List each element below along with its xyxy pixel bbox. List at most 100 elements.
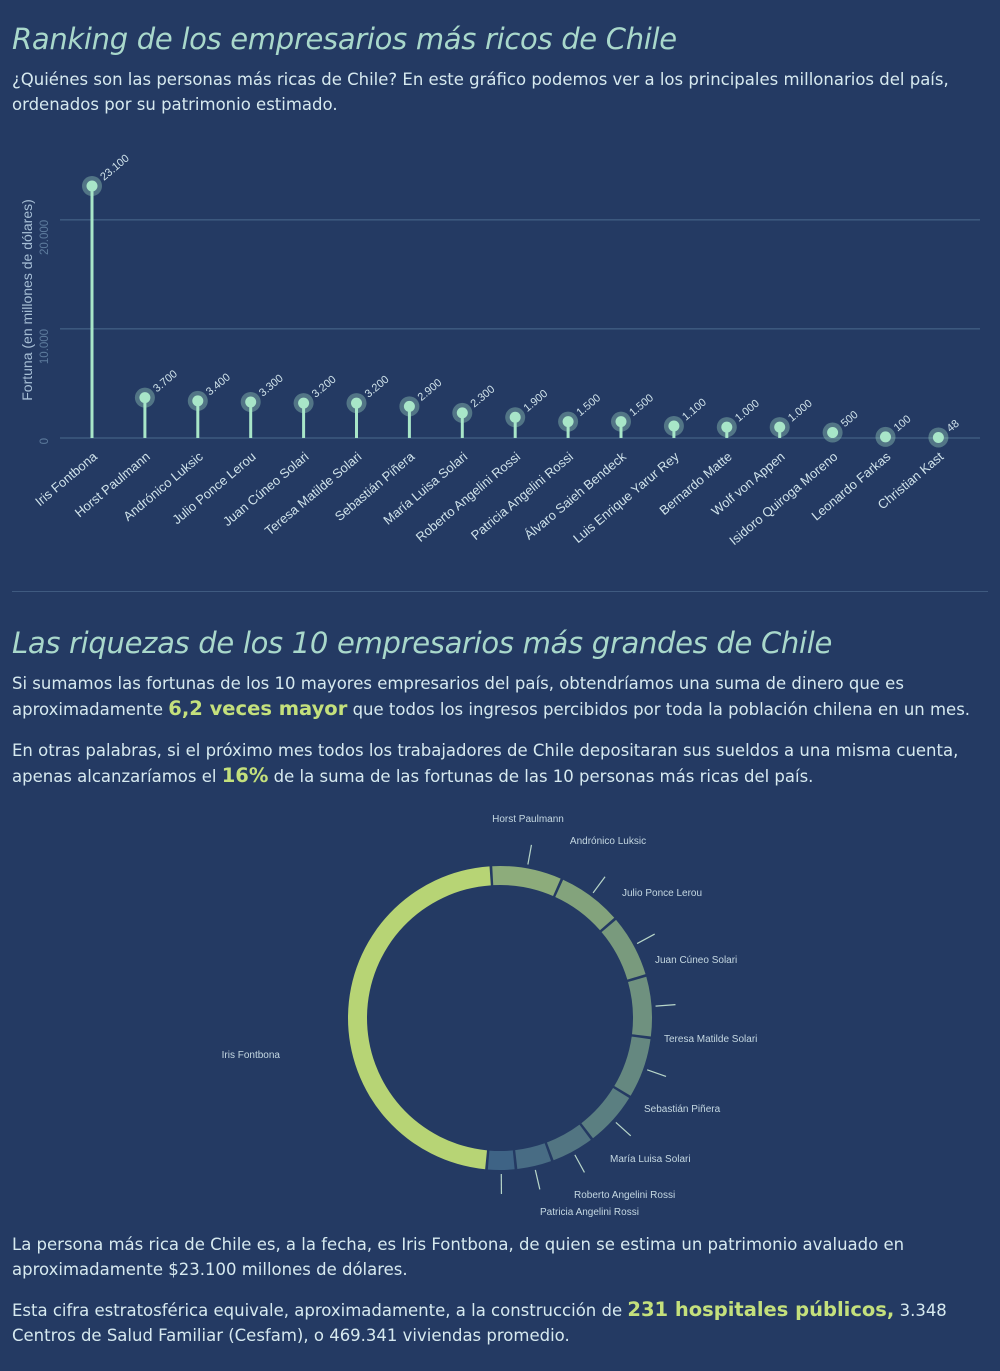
p4-text-before: Esta cifra estratosférica equivale, apro… [12, 1301, 628, 1320]
donut-slice[interactable]: Horst Paulmann [492, 814, 564, 897]
y-tick-label: 0 [39, 438, 51, 444]
p1-highlight: 6,2 veces mayor [168, 696, 348, 720]
donut-slice-arc [614, 1036, 651, 1096]
y-tick-label: 10.000 [39, 329, 51, 364]
donut-slice[interactable]: Roberto Angelini Rossi [515, 1143, 675, 1201]
section-divider [12, 591, 988, 592]
ranking-description: ¿Quiénes son las personas más ricas de C… [12, 70, 949, 114]
donut-leader-line [646, 1069, 667, 1077]
value-label: 2.300 [469, 383, 498, 410]
donut-slice[interactable]: María Luisa Solari [546, 1124, 691, 1173]
value-label: 3.700 [151, 368, 180, 395]
y-tick-label: 20.000 [39, 220, 51, 255]
lollipop-dot [403, 400, 415, 412]
donut-slice-arc [628, 976, 652, 1037]
donut-leader-line [534, 1169, 541, 1190]
riquezas-paragraph-4: Esta cifra estratosférica equivale, apro… [12, 1298, 982, 1348]
category-label: Patricia Angelini Rossi [468, 449, 576, 543]
riquezas-paragraph-1: Si sumamos las fortunas de los 10 mayore… [12, 672, 982, 722]
p1-text-after: que todos los ingresos percibidos por to… [347, 699, 971, 719]
donut-slice[interactable]: Sebastián Piñera [581, 1088, 721, 1139]
value-label: 48 [945, 418, 962, 435]
lollipop-dot [351, 397, 362, 409]
value-label: 1.500 [574, 392, 603, 419]
value-label: 500 [839, 409, 861, 430]
riquezas-paragraph-2: En otras palabras, si el próximo mes tod… [12, 739, 982, 789]
p1-text-before: Si sumamos las fortunas de los 10 mayore… [12, 674, 904, 719]
donut-slice[interactable]: Julio Ponce Lerou [601, 888, 703, 980]
value-label: 1.500 [627, 392, 656, 419]
p4-highlight: 231 hospitales públicos, [627, 1298, 895, 1321]
ranking-title: Ranking de los empresarios más ricos de … [12, 22, 677, 56]
donut-label: Julio Ponce Lerou [622, 888, 702, 899]
donut-label: Roberto Angelini Rossi [574, 1190, 675, 1201]
donut-slice[interactable]: Juan Cúneo Solari [628, 955, 737, 1037]
value-label: 3.400 [204, 371, 233, 398]
donut-slice-arc [546, 1124, 591, 1161]
lollipop-dot [192, 395, 204, 407]
lollipop-dot [298, 397, 310, 409]
lollipop-item[interactable]: 3.200 Teresa Matilde Solari [262, 373, 392, 538]
donut-leader-line [655, 1004, 676, 1007]
lollipop-dot [880, 431, 891, 443]
lollipop-dot [86, 180, 98, 192]
value-label: 1.900 [521, 388, 550, 415]
lollipop-dot [827, 427, 839, 439]
donut-leader-line [615, 1121, 632, 1137]
value-label: 3.300 [257, 372, 286, 399]
donut-label: Teresa Matilde Solari [664, 1034, 757, 1045]
donut-label: Iris Fontbona [222, 1050, 281, 1061]
value-label: 1.000 [733, 397, 762, 424]
donut-slice[interactable]: Andrónico Luksic [555, 836, 646, 931]
lollipop-chart: 0 10.000 20.000 Fortuna (en millones de dól… [19, 152, 980, 548]
lollipop-dot [139, 392, 151, 404]
lollipop-dot [721, 421, 733, 433]
riquezas-title: Las riquezas de los 10 empresarios más g… [12, 626, 833, 660]
p4-text-after: 3.348 Centros de Salud Familiar (Cesfam)… [12, 1301, 947, 1345]
lollipop-item[interactable]: 1.100 Luis Enrique Yarur Rey [570, 396, 709, 546]
donut-leader-line [527, 844, 533, 865]
value-label: 100 [892, 413, 914, 434]
donut-label: Patricia Angelini Rossi [540, 1207, 639, 1218]
lollipop-dot [456, 407, 468, 419]
value-label: 2.900 [416, 377, 445, 404]
donut-slice[interactable]: Teresa Matilde Solari [614, 1034, 757, 1096]
donut-label: Horst Paulmann [492, 814, 564, 825]
lollipop-dot [615, 416, 627, 428]
lollipop-dot [562, 416, 574, 428]
value-label: 3.200 [363, 373, 392, 400]
donut-label: Juan Cúneo Solari [655, 955, 737, 966]
category-label: Luis Enrique Yarur Rey [570, 448, 682, 545]
donut-label: Sebastián Piñera [644, 1104, 721, 1115]
value-label: 1.100 [680, 396, 709, 423]
y-axis-title: Fortuna (en millones de dólares) [19, 199, 35, 401]
donut-label: Andrónico Luksic [570, 836, 646, 847]
donut-label: María Luisa Solari [610, 1154, 691, 1165]
donut-leader-line [636, 933, 655, 945]
donut-slice-arc [555, 879, 615, 931]
donut-slice[interactable]: Iris Fontbona [222, 866, 491, 1170]
lollipop-dot [668, 420, 680, 432]
donut-slice-arc [515, 1143, 552, 1170]
category-label: Teresa Matilde Solari [262, 449, 365, 539]
lollipop-dot [932, 431, 944, 443]
donut-slice-arc [581, 1088, 630, 1139]
donut-slice[interactable]: Patricia Angelini Rossi [487, 1150, 639, 1218]
donut-slice-arc [492, 866, 561, 897]
donut-leader-line [574, 1154, 585, 1173]
donut-slice-arc [601, 919, 646, 980]
value-label: 23.100 [98, 152, 131, 183]
p2-highlight: 16% [221, 763, 269, 787]
riquezas-paragraph-3: La persona más rica de Chile es, a la fe… [12, 1235, 905, 1279]
donut-chart: Iris Fontbona Horst Paulmann Andrónico Luk… [222, 814, 758, 1218]
donut-slice-arc [348, 866, 491, 1170]
value-label: 3.200 [310, 373, 339, 400]
donut-slice-arc [487, 1150, 515, 1170]
lollipop-dot [509, 411, 521, 423]
p2-text-after: de la suma de las fortunas de las 10 per… [268, 766, 814, 786]
